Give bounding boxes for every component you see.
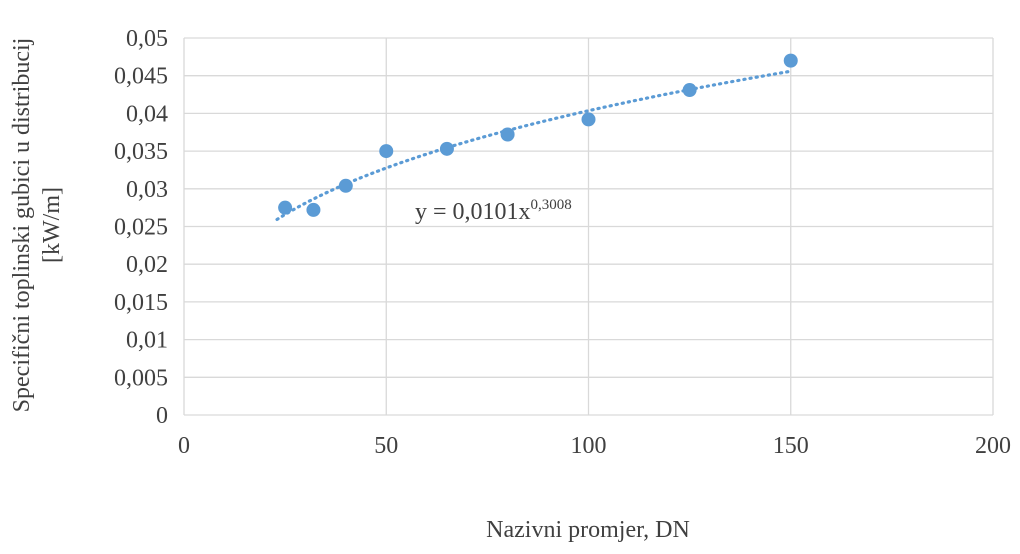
y-tick-label: 0,025 (114, 215, 168, 241)
data-point (439, 141, 454, 156)
trendline-equation-exponent: 0,3008 (531, 197, 572, 213)
y-tick-label: 0 (156, 403, 168, 429)
y-tick-label: 0,005 (114, 365, 168, 391)
trendline-equation: y = 0,0101x0,3008 (415, 197, 572, 225)
x-tick-label: 100 (571, 433, 607, 459)
data-points (278, 53, 798, 217)
y-tick-label: 0,03 (126, 177, 168, 203)
y-axis-title-line2: [kW/m] (39, 187, 65, 263)
data-point (379, 144, 394, 159)
data-point (338, 178, 353, 193)
y-tick-label: 0,02 (126, 252, 168, 278)
x-tick-labels: 0 50 100 150 200 (178, 433, 1011, 459)
trendline-equation-base: y = 0,0101x (415, 199, 531, 225)
x-tick-label: 50 (374, 433, 398, 459)
data-point (682, 83, 697, 98)
x-tick-label: 0 (178, 433, 190, 459)
y-tick-label: 0,01 (126, 328, 168, 354)
y-tick-label: 0,05 (126, 26, 168, 52)
data-point (306, 202, 321, 217)
y-tick-labels: 0 0,005 0,01 0,015 0,02 0,025 0,03 0,035 0,04 0,0… (114, 26, 168, 429)
y-tick-label: 0,035 (114, 139, 168, 165)
y-tick-label: 0,015 (114, 290, 168, 316)
gridlines (183, 37, 994, 416)
x-axis-title: Nazivni promjer, DN (486, 517, 690, 543)
data-point (500, 127, 515, 142)
y-tick-label: 0,045 (114, 64, 168, 90)
data-point (278, 200, 293, 215)
x-tick-label: 200 (975, 433, 1011, 459)
data-point (581, 112, 596, 127)
data-point (783, 53, 798, 68)
y-tick-label: 0,04 (126, 101, 168, 127)
trendline (275, 69, 793, 222)
y-axis-title-line1: Specifični toplinski gubici u distribuci… (9, 38, 35, 413)
x-tick-label: 150 (773, 433, 809, 459)
